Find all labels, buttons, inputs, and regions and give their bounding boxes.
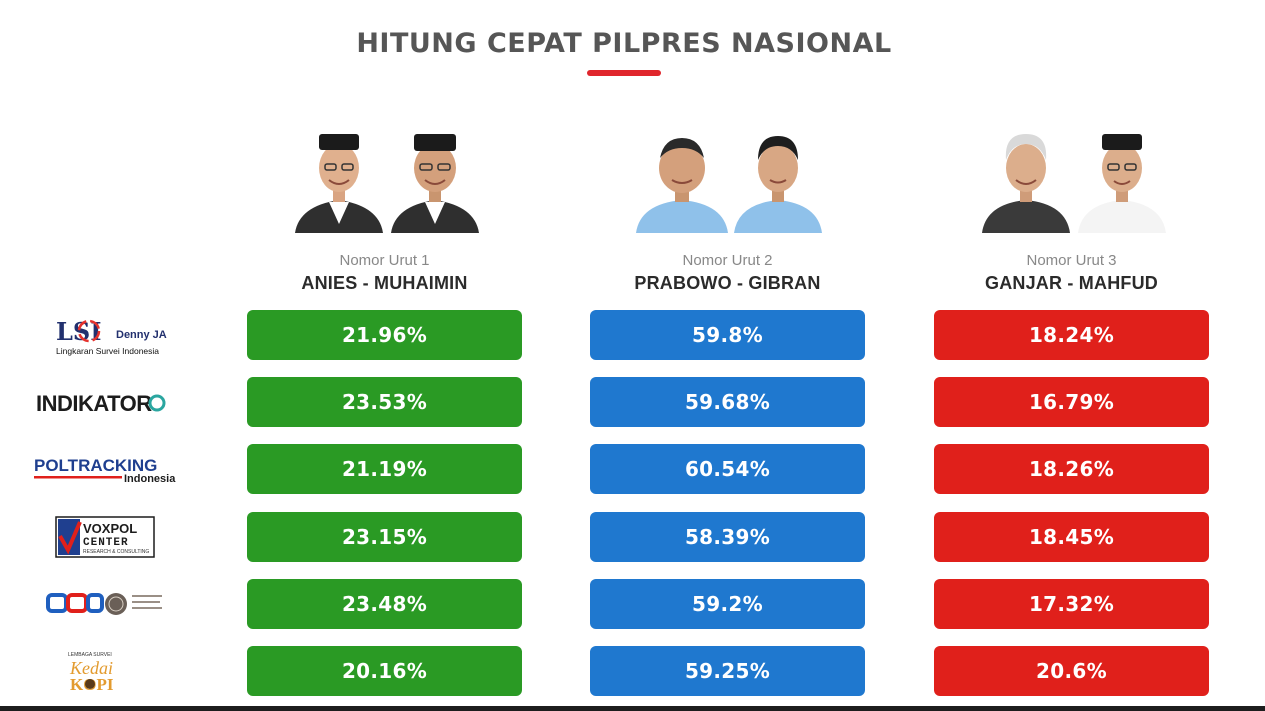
bottom-border [0, 706, 1265, 711]
vote-share-bar: 23.53% [247, 377, 522, 427]
candidate-portrait-icon [295, 134, 383, 233]
vote-share-bar: 23.48% [247, 579, 522, 629]
vote-share-bar: 59.68% [590, 377, 865, 427]
page-title: HITUNG CEPAT PILPRES NASIONAL [356, 28, 892, 59]
vote-share-bar: 59.8% [590, 310, 865, 360]
table-row: 23.48% 59.2% 17.32% [0, 579, 1265, 629]
candidate-1-portraits [247, 128, 522, 238]
candidate-portrait-icon [391, 134, 479, 233]
vote-share-bar: 59.25% [590, 646, 865, 696]
candidate-2-number: Nomor Urut 2 [682, 252, 773, 269]
candidate-2-header: Nomor Urut 2 PRABOWO - GIBRAN [590, 128, 865, 298]
svg-text:VOXPOL: VOXPOL [83, 521, 137, 536]
vote-share-bar: 18.45% [934, 512, 1209, 562]
vote-share-bar: 18.24% [934, 310, 1209, 360]
vote-share-bar: 21.96% [247, 310, 522, 360]
candidate-3-portraits [934, 128, 1209, 238]
vote-share-bar: 21.19% [247, 444, 522, 494]
svg-text:LEMBAGA SURVEI: LEMBAGA SURVEI [68, 652, 112, 658]
svg-text:POLTRACKING: POLTRACKING [34, 456, 157, 475]
table-row: LEMBAGA SURVEI Kedai KOPI 20.16% 59.25% … [0, 646, 1265, 696]
candidate-3-number: Nomor Urut 3 [1026, 252, 1117, 269]
candidate-portrait-icon [636, 138, 728, 233]
csis-logo [46, 593, 162, 615]
svg-text:CENTER: CENTER [83, 537, 129, 549]
vote-share-bar: 20.16% [247, 646, 522, 696]
svg-text:INDIKATOR: INDIKATOR [36, 391, 152, 416]
svg-text:Kedai: Kedai [69, 658, 113, 678]
candidate-portrait-icon [982, 134, 1070, 233]
candidate-2-portraits [590, 128, 865, 238]
lsi-denny-ja-logo: LSI Denny JA Lingkaran Survei Indonesia [56, 317, 167, 356]
table-row: LSI Denny JA Lingkaran Survei Indonesia … [0, 310, 1265, 360]
vote-share-bar: 59.2% [590, 579, 865, 629]
svg-text:Denny JA: Denny JA [116, 329, 167, 341]
voxpol-center-logo: VOXPOL CENTER RESEARCH & CONSULTING [55, 516, 155, 558]
svg-text:RESEARCH & CONSULTING: RESEARCH & CONSULTING [83, 549, 149, 555]
vote-share-bar: 60.54% [590, 444, 865, 494]
poltracking-logo: POLTRACKING Indonesia [34, 456, 176, 485]
vote-share-bar: 18.26% [934, 444, 1209, 494]
candidate-2-name: PRABOWO - GIBRAN [634, 273, 821, 293]
table-row: VOXPOL CENTER RESEARCH & CONSULTING 23.1… [0, 512, 1265, 562]
candidate-portrait-icon [1078, 134, 1166, 233]
svg-text:Lingkaran Survei Indonesia: Lingkaran Survei Indonesia [56, 346, 159, 356]
candidate-portrait-icon [734, 136, 822, 233]
title-underline [587, 70, 661, 76]
indikator-logo: INDIKATOR [36, 391, 166, 416]
table-row: POLTRACKING Indonesia 21.19% 60.54% 18.2… [0, 444, 1265, 494]
candidate-1-name: ANIES - MUHAIMIN [301, 273, 468, 293]
kedai-kopi-logo: LEMBAGA SURVEI Kedai KOPI [68, 652, 114, 694]
vote-share-bar: 58.39% [590, 512, 865, 562]
vote-share-bar: 20.6% [934, 646, 1209, 696]
svg-text:Indonesia: Indonesia [124, 473, 176, 485]
vote-share-bar: 17.32% [934, 579, 1209, 629]
candidate-1-header: Nomor Urut 1 ANIES - MUHAIMIN [247, 128, 522, 298]
candidate-3-header: Nomor Urut 3 GANJAR - MAHFUD [934, 128, 1209, 298]
candidate-1-number: Nomor Urut 1 [339, 252, 430, 269]
candidate-3-name: GANJAR - MAHFUD [985, 273, 1158, 293]
vote-share-bar: 23.15% [247, 512, 522, 562]
vote-share-bar: 16.79% [934, 377, 1209, 427]
table-row: INDIKATOR 23.53% 59.68% 16.79% [0, 377, 1265, 427]
